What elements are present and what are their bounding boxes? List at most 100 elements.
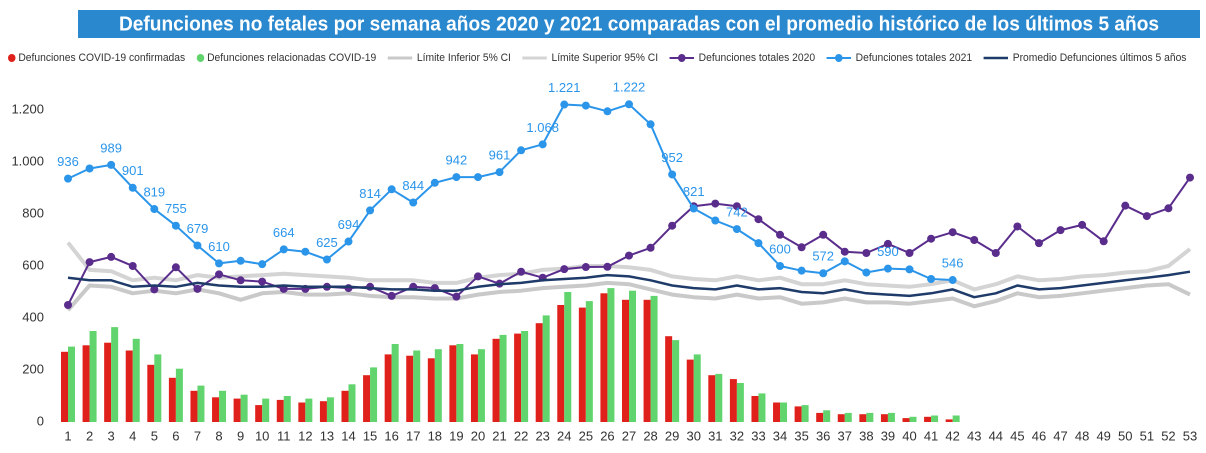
point bbox=[1078, 220, 1087, 229]
data-label: 961 bbox=[489, 148, 511, 163]
point bbox=[150, 285, 159, 294]
point bbox=[193, 284, 202, 293]
x-tick-label: 15 bbox=[363, 428, 377, 443]
bar bbox=[801, 405, 809, 422]
data-label: 590 bbox=[877, 244, 899, 259]
x-tick-label: 45 bbox=[1010, 428, 1024, 443]
point bbox=[754, 239, 763, 248]
data-label: 952 bbox=[661, 150, 683, 165]
legend-label: Defunciones totales 2020 bbox=[699, 52, 816, 64]
point bbox=[215, 270, 224, 279]
point bbox=[473, 272, 482, 281]
bar bbox=[578, 307, 586, 422]
point bbox=[862, 268, 871, 277]
data-label: 572 bbox=[812, 249, 834, 264]
data-label: 936 bbox=[57, 154, 79, 169]
data-label: 694 bbox=[338, 217, 360, 232]
bar bbox=[168, 377, 176, 422]
point bbox=[279, 284, 288, 293]
bar bbox=[305, 398, 313, 422]
bar bbox=[931, 415, 939, 422]
point bbox=[150, 205, 159, 214]
point bbox=[430, 178, 439, 187]
point bbox=[452, 292, 461, 301]
point bbox=[538, 140, 547, 149]
legend-label: Defunciones relacionadas COVID-19 bbox=[207, 52, 376, 64]
x-tick-label: 6 bbox=[172, 428, 179, 443]
x-tick-label: 26 bbox=[600, 428, 614, 443]
point bbox=[948, 276, 957, 285]
point bbox=[128, 262, 137, 270]
point bbox=[689, 204, 698, 213]
x-tick-label: 14 bbox=[341, 428, 355, 443]
bar bbox=[535, 323, 543, 422]
bar bbox=[326, 397, 334, 422]
x-tick-label: 19 bbox=[449, 428, 463, 443]
point bbox=[883, 264, 892, 273]
x-tick-label: 34 bbox=[773, 428, 787, 443]
bar bbox=[945, 419, 953, 422]
point bbox=[668, 221, 677, 230]
data-label: 819 bbox=[143, 184, 165, 199]
x-tick-label: 49 bbox=[1096, 428, 1110, 443]
point bbox=[776, 262, 785, 270]
x-tick-label: 22 bbox=[514, 428, 528, 443]
x-tick-label: 29 bbox=[665, 428, 679, 443]
legend-marker bbox=[8, 54, 16, 62]
bar bbox=[600, 293, 608, 422]
y-tick-label: 1.200 bbox=[11, 101, 44, 116]
point bbox=[107, 252, 116, 261]
point bbox=[344, 237, 353, 246]
bar bbox=[319, 401, 327, 422]
x-tick-label: 25 bbox=[579, 428, 593, 443]
point bbox=[862, 249, 871, 257]
x-tick-label: 1 bbox=[64, 428, 71, 443]
bar bbox=[370, 367, 378, 422]
bar bbox=[470, 354, 478, 422]
point bbox=[711, 216, 720, 225]
point bbox=[646, 243, 655, 252]
data-label: 610 bbox=[208, 239, 230, 254]
bar bbox=[82, 345, 90, 422]
point bbox=[387, 185, 396, 194]
point bbox=[473, 173, 482, 182]
legend-marker bbox=[835, 54, 843, 62]
point bbox=[560, 265, 569, 274]
bar bbox=[514, 333, 522, 422]
data-label: 755 bbox=[165, 201, 187, 216]
y-tick-label: 800 bbox=[22, 205, 44, 220]
point bbox=[1013, 222, 1022, 231]
bar bbox=[276, 399, 284, 422]
bar bbox=[758, 393, 766, 422]
y-tick-label: 400 bbox=[22, 309, 44, 324]
data-label: 989 bbox=[100, 140, 122, 155]
bar bbox=[708, 375, 716, 422]
bar bbox=[255, 405, 263, 422]
bar bbox=[89, 331, 97, 422]
legend-label: Límite Superior 95% CI bbox=[551, 52, 658, 64]
legend-label: Defunciones COVID-19 confirmadas bbox=[18, 52, 185, 64]
x-tick-label: 48 bbox=[1075, 428, 1089, 443]
bar bbox=[233, 398, 241, 422]
point bbox=[819, 230, 828, 239]
x-tick-label: 4 bbox=[129, 428, 136, 443]
x-tick-label: 23 bbox=[535, 428, 549, 443]
legend-label: Defunciones totales 2021 bbox=[856, 52, 973, 64]
bar bbox=[629, 290, 636, 422]
point bbox=[1142, 212, 1151, 221]
point bbox=[258, 260, 267, 269]
bar bbox=[866, 412, 874, 422]
point bbox=[840, 257, 849, 266]
x-tick-label: 51 bbox=[1140, 428, 1154, 443]
bar bbox=[348, 384, 356, 422]
bar bbox=[132, 338, 140, 422]
point bbox=[883, 239, 892, 248]
bar bbox=[456, 344, 464, 422]
point bbox=[581, 263, 590, 272]
bar bbox=[434, 349, 442, 422]
point bbox=[258, 277, 267, 286]
bar bbox=[384, 354, 392, 422]
bar bbox=[736, 383, 744, 422]
point bbox=[797, 243, 806, 252]
